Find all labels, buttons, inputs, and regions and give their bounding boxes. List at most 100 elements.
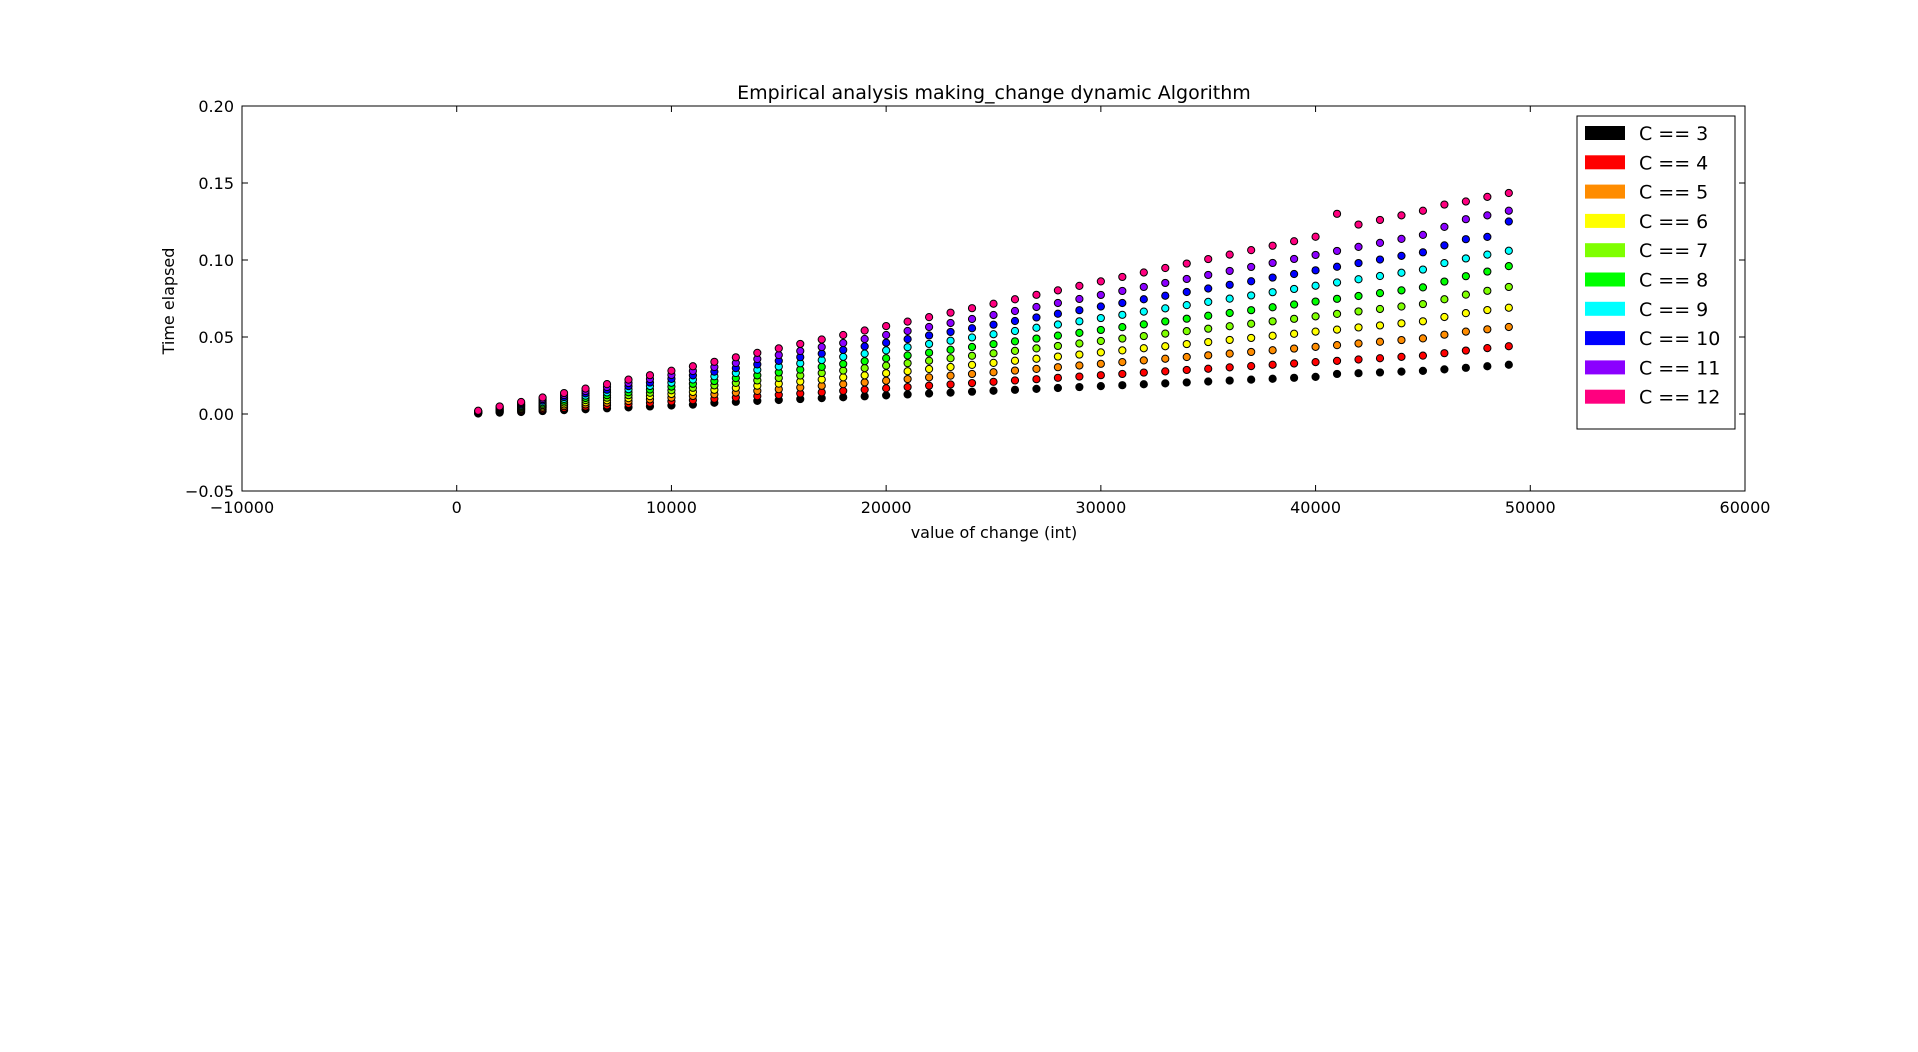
legend-label: C == 5 <box>1639 182 1708 204</box>
data-point <box>1247 277 1256 286</box>
data-point <box>967 378 977 388</box>
data-point <box>1053 309 1063 318</box>
data-point <box>1397 211 1406 220</box>
data-point <box>1139 331 1148 341</box>
data-point <box>882 361 891 370</box>
data-point <box>1032 384 1041 393</box>
data-point <box>1440 222 1449 231</box>
data-point <box>1075 317 1084 326</box>
data-point <box>1311 342 1320 351</box>
y-tick-label: 0.20 <box>198 97 234 116</box>
data-point <box>1461 346 1470 355</box>
legend-swatch <box>1585 213 1625 228</box>
legend-swatch <box>1585 243 1625 258</box>
data-point <box>1204 364 1213 373</box>
data-point <box>1440 349 1449 358</box>
data-point <box>860 385 869 394</box>
data-point <box>1139 380 1148 389</box>
data-point <box>1483 250 1492 259</box>
data-point <box>1139 268 1148 277</box>
data-point <box>1204 337 1213 347</box>
legend-swatch <box>1585 389 1625 404</box>
data-point <box>1182 339 1191 349</box>
data-point <box>839 373 848 382</box>
data-point <box>1032 302 1041 312</box>
data-point <box>1504 322 1513 332</box>
data-point <box>989 339 998 349</box>
data-point <box>1096 277 1105 286</box>
x-tick-label: −10000 <box>210 498 274 517</box>
data-point <box>1290 269 1299 279</box>
x-tick-label: 50000 <box>1505 498 1556 517</box>
data-point <box>1375 337 1385 346</box>
data-point <box>1418 299 1428 309</box>
data-point <box>989 320 998 329</box>
x-tick-label: 20000 <box>861 498 912 517</box>
data-point <box>1461 197 1470 206</box>
data-point <box>839 386 848 395</box>
data-point <box>924 373 934 382</box>
data-point <box>903 382 912 392</box>
series-10 <box>474 188 1513 415</box>
data-point <box>839 345 848 355</box>
data-point <box>517 397 526 407</box>
data-point <box>839 330 848 340</box>
data-point <box>1118 346 1127 355</box>
data-point <box>1461 215 1470 224</box>
data-point <box>1504 246 1513 255</box>
data-point <box>903 351 912 360</box>
data-point <box>581 384 590 393</box>
legend-label: C == 3 <box>1639 123 1708 145</box>
data-point <box>967 314 977 324</box>
data-point <box>817 342 826 352</box>
data-point <box>1204 377 1213 386</box>
data-point <box>1225 349 1234 358</box>
data-point <box>1118 286 1127 296</box>
data-point <box>1204 324 1213 333</box>
data-point <box>1053 320 1063 329</box>
data-point <box>1096 325 1105 335</box>
data-point <box>1161 354 1170 363</box>
data-point <box>1010 376 1020 385</box>
data-point <box>1161 304 1170 313</box>
data-point <box>946 308 955 317</box>
data-point <box>1397 335 1406 345</box>
data-point <box>624 375 633 384</box>
data-point <box>1290 359 1299 368</box>
data-point <box>860 378 869 387</box>
data-point <box>1268 317 1277 326</box>
legend-label: C == 12 <box>1639 387 1720 409</box>
data-point <box>1332 294 1342 303</box>
data-point <box>1311 358 1320 367</box>
y-tick-label: 0.05 <box>198 328 234 347</box>
data-point <box>1418 283 1428 292</box>
data-point <box>1375 271 1385 281</box>
data-point <box>1032 323 1041 332</box>
data-point <box>1354 307 1363 316</box>
data-point <box>1118 323 1127 332</box>
data-point <box>1354 369 1363 378</box>
data-point <box>1225 376 1234 385</box>
data-point <box>1332 262 1342 271</box>
data-point <box>1483 267 1492 276</box>
data-point <box>882 354 891 363</box>
data-point <box>882 330 891 340</box>
data-point <box>1096 336 1105 346</box>
data-point <box>1418 366 1428 375</box>
x-tick-label: 60000 <box>1720 498 1771 517</box>
data-point <box>753 348 762 357</box>
data-point <box>559 388 569 398</box>
data-point <box>1504 360 1513 369</box>
data-point <box>1461 309 1470 318</box>
data-point <box>688 362 698 371</box>
data-point <box>1204 254 1213 264</box>
y-tick-label: 0.15 <box>198 174 234 193</box>
x-tick-label: 0 <box>452 498 462 517</box>
data-point <box>1504 342 1513 351</box>
data-point <box>1504 282 1513 292</box>
data-point <box>860 371 869 380</box>
data-point <box>1225 322 1234 331</box>
data-point <box>1440 365 1449 374</box>
data-point <box>967 342 977 352</box>
data-point <box>1290 237 1299 246</box>
